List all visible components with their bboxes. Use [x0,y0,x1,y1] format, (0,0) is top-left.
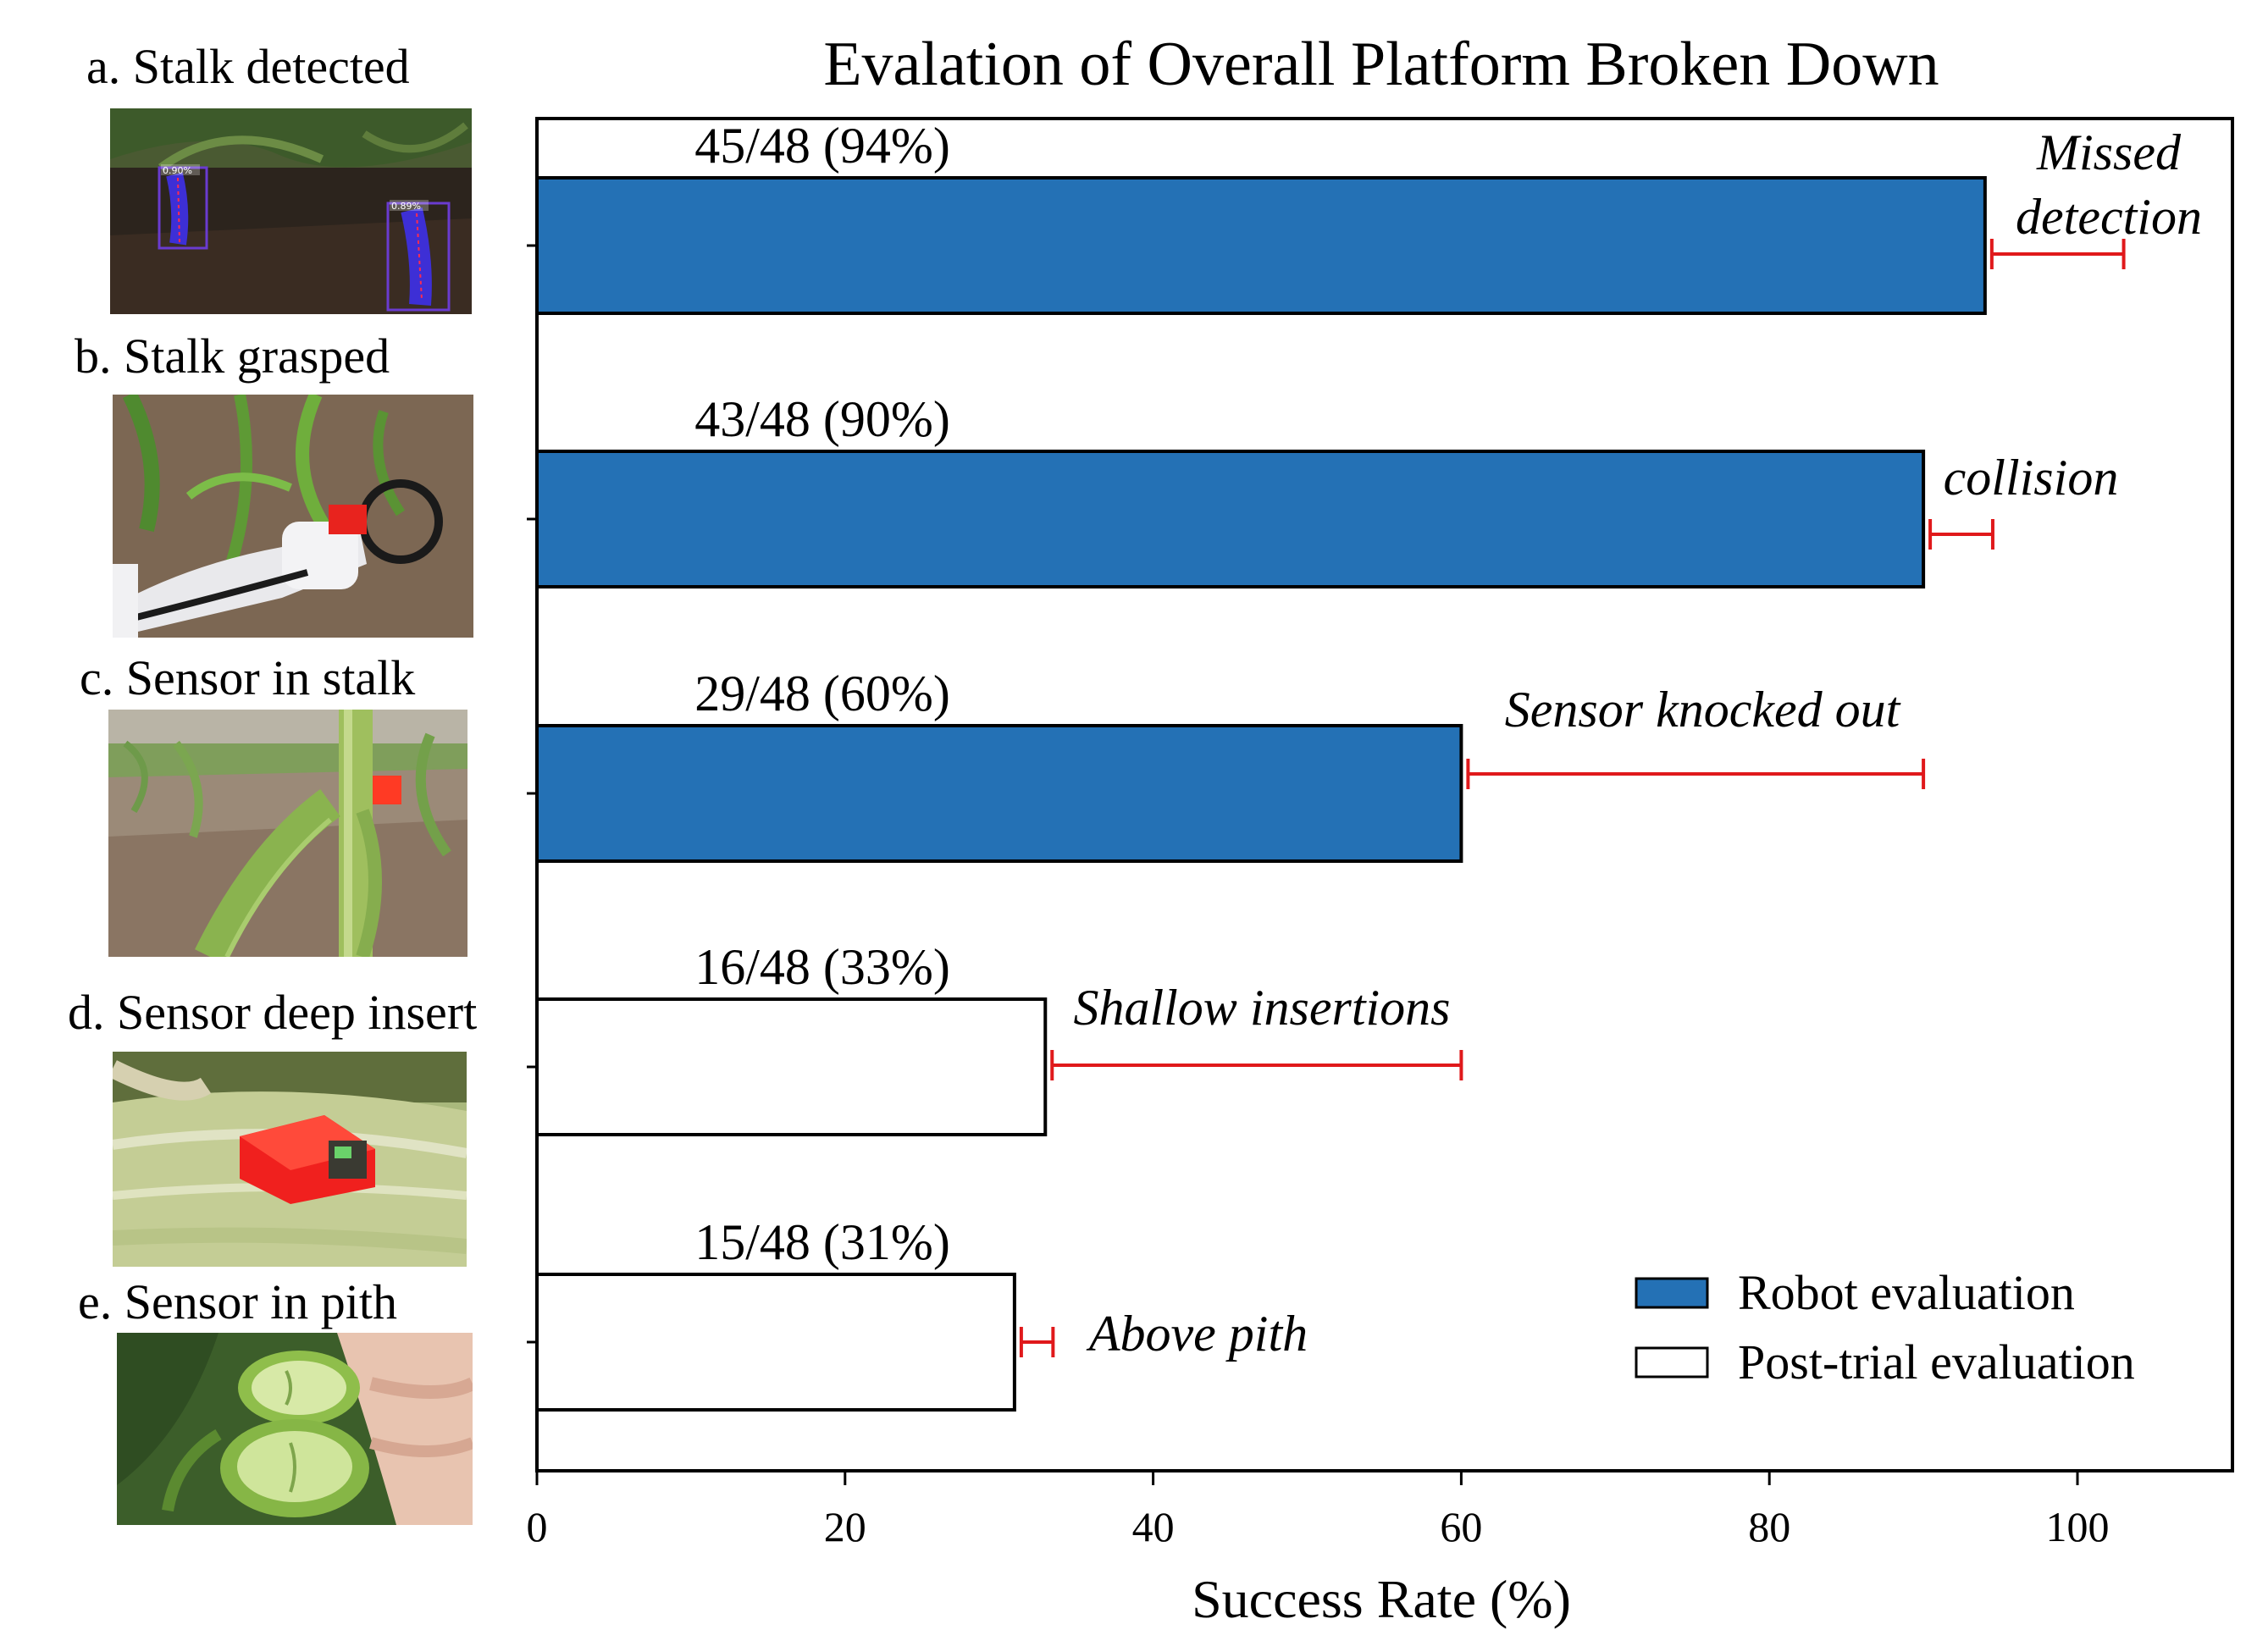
panel-label-b: b. Stalk grasped [75,329,390,384]
panel-label-d: d. Sensor deep insert [68,985,478,1040]
sensor-deep-insert-photo [113,1052,467,1267]
legend: Robot evaluation Post-trial evaluation [1635,1265,2135,1390]
bar-value-label-4: 16/48 (33%) [694,939,950,995]
annotation-5: Above pith [1086,1306,1308,1362]
loss-bracket-4 [1050,1050,1463,1080]
panel-label-c: c. Sensor in stalk [80,650,416,705]
sensor-in-pith-photo [117,1333,473,1525]
annotation-1-line-1: Missed [2036,124,2182,180]
panel-label-e: e. Sensor in pith [78,1274,397,1329]
loss-bracket-1 [1989,239,2126,269]
stalk-grasped-photo [113,395,473,638]
bar-5 [535,1273,1016,1412]
loss-bracket-5 [1019,1327,1055,1357]
bar-value-label-3: 29/48 (60%) [694,666,950,721]
annotation-1-line-2: detection [2016,189,2202,245]
legend-label-robot: Robot evaluation [1738,1265,2075,1320]
x-tick-label-80: 80 [1748,1503,1790,1550]
annotation-4: Shallow insertions [1073,980,1450,1036]
legend-swatch-robot [1635,1277,1709,1309]
panel-label-a: a. Stalk detected [86,39,410,94]
sensor-in-stalk-photo [108,710,467,957]
detection-label-1: 0.90% [163,165,192,176]
bar-4 [535,997,1048,1136]
bar-value-label-2: 43/48 (90%) [694,391,950,447]
annotation-3: Sensor knocked out [1505,682,1901,738]
x-tick-label-100: 100 [2046,1503,2110,1550]
chart-title: Evalation of Overall Platform Broken Dow… [823,30,1939,99]
bar-2 [535,450,1926,588]
detection-label-2: 0.89% [391,201,421,212]
annotation-2: collision [1944,450,2119,506]
bar-value-label-5: 15/48 (31%) [694,1214,950,1270]
x-tick-label-60: 60 [1440,1503,1482,1550]
loss-bracket-2 [1928,519,1994,550]
x-tick-label-40: 40 [1132,1503,1175,1550]
stalk-detected-photo: 0.90% 0.89% [110,108,472,314]
bar-3 [535,724,1463,863]
x-axis: 0 20 40 60 80 100 [527,1471,2110,1550]
x-tick-label-0: 0 [527,1503,548,1550]
bar-1 [535,176,1987,315]
bars-layer: 45/48 (94%) Missed detection 43/48 (90%) col… [527,118,2202,1412]
x-tick-label-20: 20 [824,1503,866,1550]
bar-value-label-1: 45/48 (94%) [694,118,950,174]
legend-label-post-trial: Post-trial evaluation [1738,1334,2135,1390]
loss-bracket-3 [1466,759,1926,789]
x-axis-label: Success Rate (%) [1192,1569,1571,1629]
legend-swatch-post-trial [1635,1346,1709,1379]
